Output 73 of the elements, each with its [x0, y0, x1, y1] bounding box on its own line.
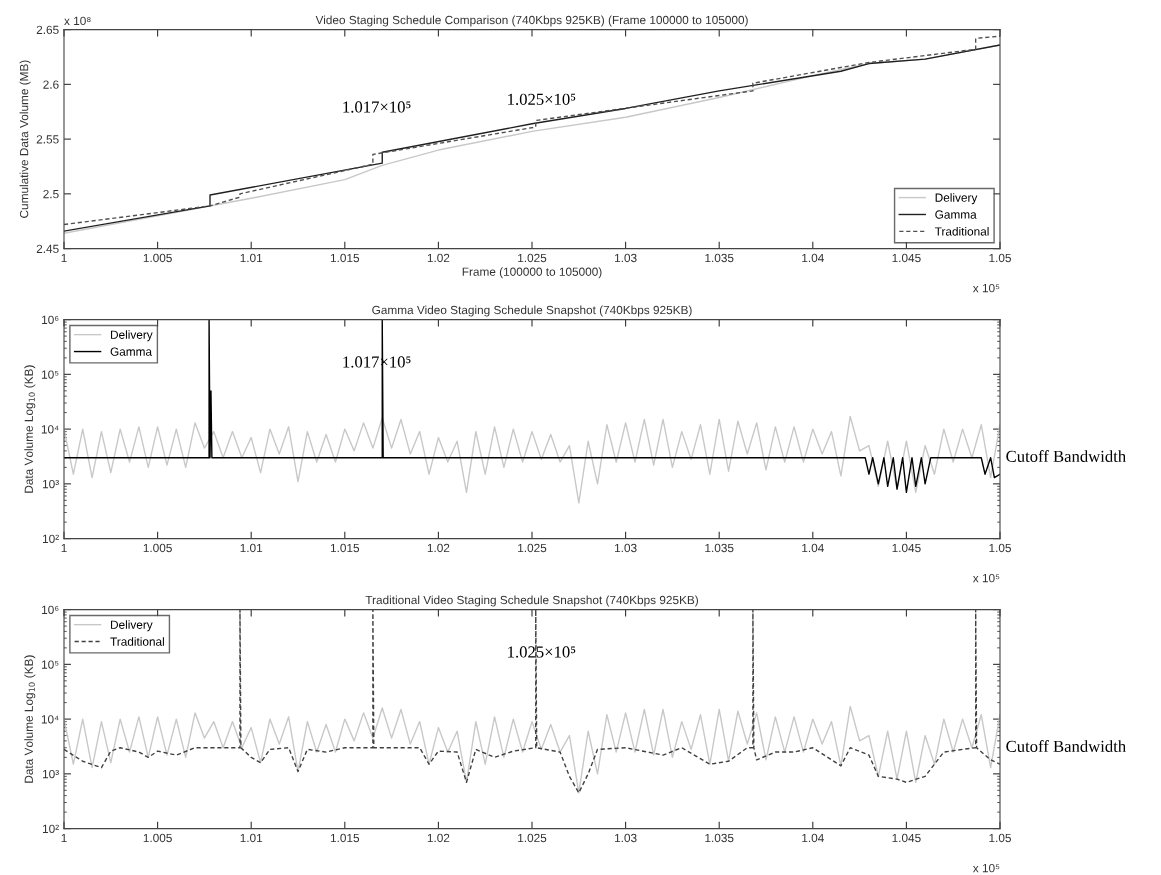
text: x 10⁵	[972, 283, 1000, 293]
x-tick-label: 1.01	[240, 543, 263, 553]
line-series	[64, 415, 1000, 504]
x-tick-label: 1.04	[802, 253, 824, 263]
legend-label: Delivery	[935, 193, 978, 205]
y-tick-label: 10⁶	[42, 315, 59, 324]
x-tick-label: 1.03	[615, 833, 637, 843]
x-tick-label: 1.025	[518, 253, 547, 263]
text: x 10⁵	[972, 863, 1000, 873]
x-tick-label: 1.005	[143, 543, 172, 553]
y-tick-label: 2.65	[36, 25, 59, 34]
x-tick-label: 1.01	[240, 253, 263, 263]
x-tick-label: 1.03	[615, 253, 637, 263]
y-tick-label: 10⁴	[41, 715, 59, 724]
x-tick-label: 1	[61, 253, 67, 263]
line-series	[64, 705, 1000, 794]
chart-title: Video Staging Schedule Comparison (740Kbps 925KB) (Frame 100000 to 105000)	[315, 15, 748, 27]
y-tick-label: 2.45	[36, 244, 59, 253]
text: Cutoff Bandwidth	[1006, 450, 1126, 462]
x-tick-label: 1.02	[427, 833, 450, 843]
text: Cutoff Bandwidth	[1006, 740, 1126, 752]
x-tick-label: 1.045	[892, 253, 921, 263]
x-tick-label: 1.05	[989, 253, 1011, 263]
x-tick-label: 1.045	[892, 543, 921, 553]
legend-label: Delivery	[111, 330, 153, 342]
x-tick-label: 1.01	[240, 833, 263, 843]
x-tick-label: 1.05	[989, 543, 1011, 553]
x-tick-label: 1.045	[892, 833, 921, 843]
x-tick-label: 1.03	[615, 543, 637, 553]
x-axis-title: Frame (100000 to 105000)	[462, 267, 602, 279]
annotation: 1.025×10⁵	[508, 646, 576, 658]
x-tick-label: 1.015	[330, 253, 360, 263]
chart-title: Gamma Video Staging Schedule Snapshot (740Kbps 925KB)	[372, 305, 692, 317]
x-tick-label: 1.005	[143, 833, 172, 843]
y-tick-label: 10³	[42, 479, 59, 489]
legend-label: Delivery	[111, 620, 153, 632]
annotation: 1.017×10⁵	[343, 101, 411, 113]
x-tick-label: 1.015	[330, 543, 360, 553]
x-tick-label: 1.04	[802, 833, 824, 843]
y-axis-title: Data Volume Log$_{10}$ (KB)	[24, 365, 36, 493]
legend-label: Traditional	[934, 226, 989, 236]
legend-label: Traditional	[110, 637, 164, 646]
x-tick-label: 1.035	[705, 833, 734, 843]
y-tick-label: 10²	[42, 534, 59, 543]
y-axis-title: Cumulative Data Volume (MB)	[19, 60, 31, 218]
x-tick-label: 1.005	[143, 253, 172, 263]
chart-title: Traditional Video Staging Schedule Snapshot (740Kbps 925KB)	[365, 595, 698, 607]
text: x 10⁵	[972, 573, 1000, 583]
legend-label: Gamma	[110, 347, 153, 356]
x-tick-label: 1	[61, 833, 67, 843]
y-tick-label: 10⁶	[42, 605, 59, 614]
legend-label: Gamma	[935, 210, 977, 219]
y-tick-label: 10⁴	[41, 425, 59, 434]
y-tick-label: 10⁵	[42, 660, 59, 669]
x-tick-label: 1.015	[330, 833, 360, 843]
y-tick-label: 2.5	[43, 189, 59, 199]
y-tick-label: 10²	[42, 824, 59, 833]
x-tick-label: 1.02	[427, 253, 450, 263]
x-tick-label: 1.05	[989, 833, 1011, 843]
y-tick-label: 2.55	[36, 135, 59, 144]
x-tick-label: 1.025	[518, 833, 547, 843]
y-tick-label: 10⁵	[42, 370, 59, 379]
x-tick-label: 1.02	[427, 543, 450, 553]
x-tick-label: 1.035	[705, 543, 734, 553]
y-tick-label: 2.6	[43, 80, 59, 89]
x-tick-label: 1.025	[518, 543, 547, 553]
text: x 10⁸	[64, 16, 91, 26]
x-tick-label: 1.04	[802, 543, 824, 553]
x-tick-label: 1	[61, 543, 67, 553]
y-axis-title: Data Volume Log$_{10}$ (KB)	[24, 655, 36, 783]
y-tick-label: 10³	[42, 769, 59, 779]
annotation: 1.025×10⁵	[508, 93, 576, 106]
x-tick-label: 1.035	[705, 253, 734, 263]
